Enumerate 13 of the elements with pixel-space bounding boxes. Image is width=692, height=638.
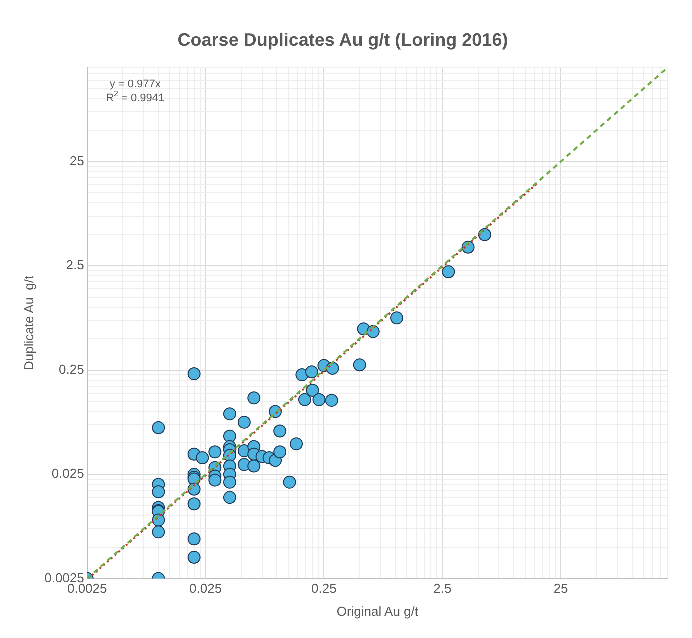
y-tick-label: 0.0025 [44, 570, 84, 586]
x-tick-label: 2.5 [434, 581, 452, 596]
y-tick-label: 25 [70, 153, 84, 168]
y-axis-title: Duplicate Au g/t [21, 275, 36, 371]
annotation: y = 0.977x [110, 78, 162, 91]
y-tick-label: 0.25 [59, 362, 84, 377]
x-tick-label: 0.25 [312, 581, 337, 596]
chart-title: Coarse Duplicates Au g/t (Loring 2016) [178, 30, 508, 50]
x-tick-label: 25 [554, 581, 568, 596]
y-tick-label: 0.025 [52, 466, 84, 482]
y-tick-label: 2.5 [66, 258, 84, 273]
x-axis-title: Original Au g/t [336, 604, 419, 619]
x-tick-label: 0.025 [190, 581, 222, 596]
